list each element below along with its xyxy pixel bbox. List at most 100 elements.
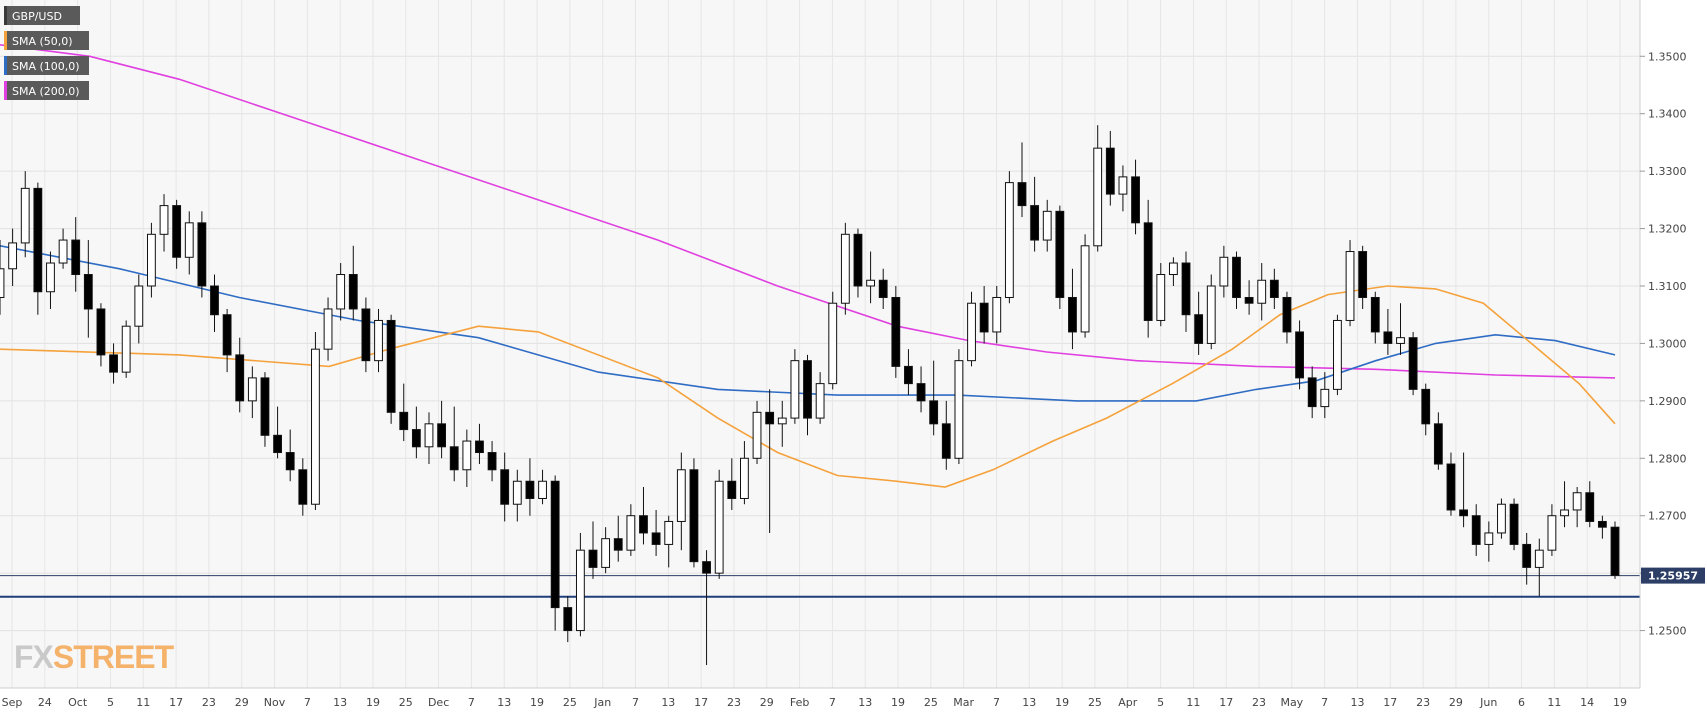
candle-body-up (828, 302, 838, 385)
x-tick-label: Feb (790, 696, 809, 709)
candle (348, 245, 358, 321)
candle (1597, 515, 1607, 539)
candle (1093, 125, 1103, 252)
svg-text:FXSTREET: FXSTREET (14, 639, 175, 675)
candle-body-up (840, 233, 850, 304)
x-tick-label: 13 (1350, 696, 1364, 709)
x-tick-label: 13 (497, 696, 511, 709)
candle (336, 263, 346, 321)
x-tick-label: 5 (107, 696, 114, 709)
candle-body-down (1143, 222, 1153, 321)
x-tick-label: 29 (760, 696, 774, 709)
x-tick-label: 13 (333, 696, 347, 709)
candle-body-down (941, 423, 951, 459)
candle-body-up (1572, 492, 1582, 511)
candle-body-down (979, 302, 989, 333)
candle-body-down (235, 354, 245, 402)
candle (361, 297, 371, 373)
candle-body-down (1194, 314, 1204, 344)
candle (538, 469, 547, 505)
candle (765, 389, 775, 533)
candle (1484, 521, 1494, 562)
candle (853, 228, 863, 298)
candle (1370, 291, 1380, 344)
x-tick-label: 19 (530, 696, 544, 709)
x-tick-label: 5 (1157, 696, 1164, 709)
y-tick-label: 1.3500 (1648, 50, 1687, 63)
candle-body-down (1105, 147, 1115, 195)
watermark-fx: FX (14, 639, 55, 675)
candle-body-up (512, 480, 522, 505)
axis-background-right (1640, 0, 1707, 712)
candle (386, 314, 396, 424)
axis-background-bottom (0, 688, 1640, 712)
x-tick-label: 7 (1321, 696, 1328, 709)
horizontal-lines (0, 575, 1640, 598)
candle-body-down (916, 383, 926, 402)
legend-label: SMA (100,0) (12, 60, 80, 73)
legend-box (4, 56, 89, 75)
candle (1307, 366, 1317, 419)
candle (790, 349, 800, 424)
candle-body-down (1408, 337, 1418, 390)
candle (1433, 412, 1443, 470)
candle (1345, 240, 1355, 327)
candle (954, 349, 964, 465)
x-tick-label: 19 (1613, 696, 1627, 709)
x-tick-label: Nov (264, 696, 286, 709)
candle (159, 194, 169, 252)
candle-body-up (424, 423, 434, 448)
candle-body-down (613, 538, 623, 551)
x-tick-label: Sep (2, 696, 23, 709)
candle-body-down (399, 411, 409, 431)
y-tick-label: 1.3200 (1648, 223, 1687, 236)
candle-body-up (1168, 262, 1178, 276)
candle-body-down (298, 469, 308, 505)
candle (752, 400, 762, 465)
candle (1572, 486, 1582, 528)
x-tick-label: 29 (1449, 696, 1463, 709)
candle (83, 240, 93, 338)
candle (904, 349, 913, 396)
candle (1610, 521, 1620, 579)
candle-body-up (1484, 532, 1494, 545)
x-tick-label: 7 (993, 696, 1000, 709)
candle (512, 469, 522, 522)
candle (20, 171, 30, 258)
candle-body-down (1030, 205, 1040, 241)
candle (1017, 142, 1027, 218)
candle-body-down (475, 440, 484, 454)
candle (613, 515, 623, 562)
candle-body-down (449, 446, 459, 471)
candle (1358, 245, 1368, 309)
x-tick-label: 25 (563, 696, 577, 709)
candle-body-down (1585, 492, 1595, 522)
candle (1206, 274, 1216, 350)
candle (664, 515, 674, 568)
candle (1194, 291, 1204, 355)
y-tick-label: 1.3100 (1648, 280, 1687, 293)
y-tick-label: 1.2800 (1648, 452, 1687, 465)
candle (651, 509, 661, 556)
candle (46, 251, 55, 309)
legend-box (4, 6, 80, 25)
candle (285, 429, 295, 482)
candle-body-up (752, 411, 762, 459)
candle (311, 331, 320, 510)
candle-body-up (790, 360, 800, 419)
candle-body-up (1396, 337, 1405, 344)
candle-body-down (727, 480, 737, 499)
x-tick-label: 7 (304, 696, 311, 709)
candle (96, 303, 106, 367)
candle-body-down (71, 239, 81, 276)
candle (222, 308, 232, 373)
candle (0, 240, 5, 315)
candle-body-down (1181, 262, 1191, 316)
candle-body-down (878, 279, 888, 298)
candle-body-down (1610, 526, 1620, 576)
x-tick-label: 14 (1580, 696, 1594, 709)
candle (1522, 532, 1532, 585)
candle (134, 274, 144, 344)
candle-body-up (46, 262, 55, 293)
candle (878, 268, 888, 309)
